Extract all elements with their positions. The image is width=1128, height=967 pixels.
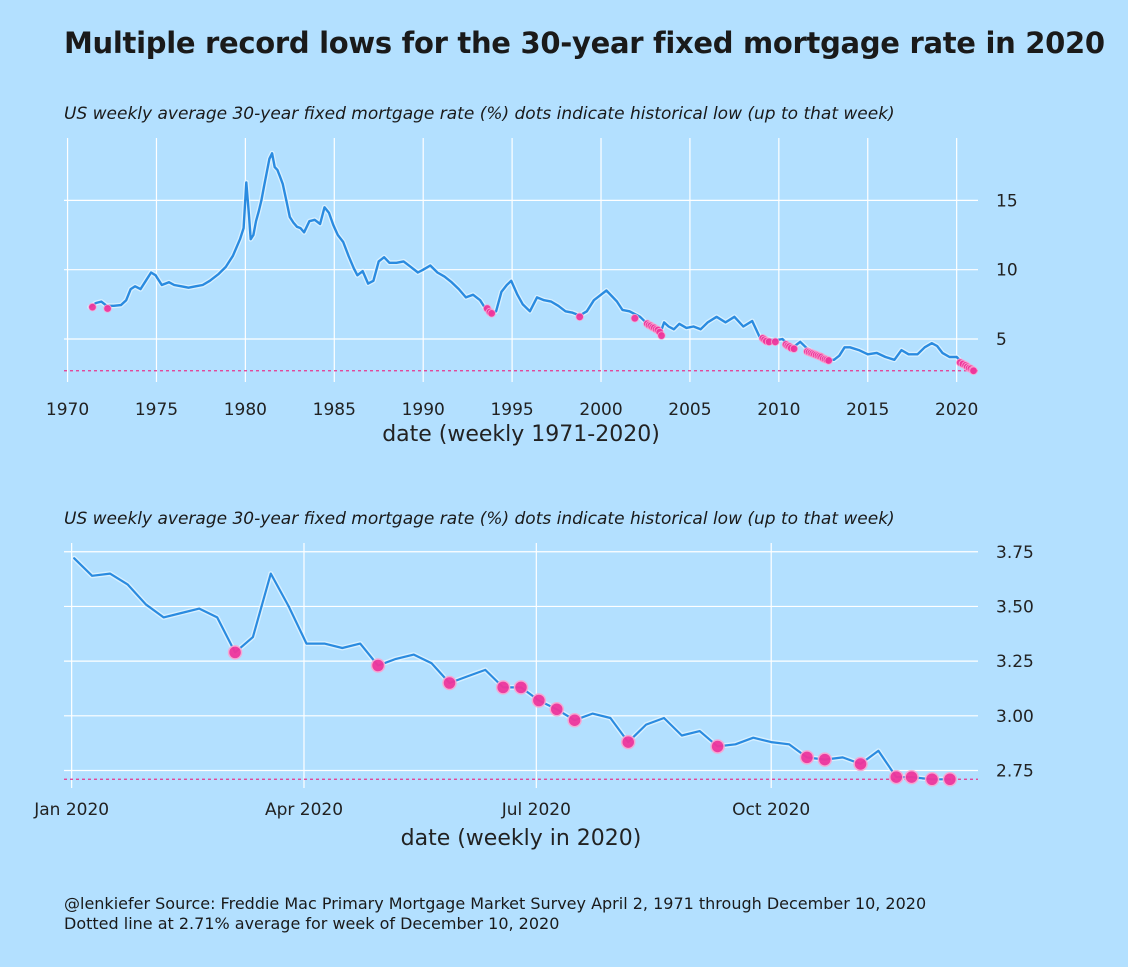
x-tick-label: 1975 bbox=[135, 400, 178, 420]
record-low-dot bbox=[630, 314, 640, 323]
chart1-subtitle: US weekly average 30-year fixed mortgage… bbox=[64, 104, 895, 124]
y-tick-label: 15 bbox=[996, 191, 1018, 211]
y-tick-label: 2.75 bbox=[996, 762, 1034, 782]
x-tick-label: 1995 bbox=[490, 400, 533, 420]
x-tick-label: 2005 bbox=[668, 400, 711, 420]
y-tick-label: 3.25 bbox=[996, 652, 1034, 672]
record-low-dot bbox=[904, 769, 919, 785]
x-tick-label: Jul 2020 bbox=[501, 800, 571, 820]
dotted-line-caption: Dotted line at 2.71% average for week of… bbox=[64, 914, 560, 933]
x-tick-label: Jan 2020 bbox=[33, 800, 109, 820]
x-tick-label: 2020 bbox=[935, 400, 978, 420]
record-low-dot bbox=[575, 312, 584, 322]
x-tick-label: 1970 bbox=[46, 400, 89, 420]
chart-title: Multiple record lows for the 30-year fix… bbox=[64, 26, 1105, 60]
record-low-dot bbox=[817, 752, 833, 767]
record-low-dot bbox=[103, 304, 112, 313]
record-low-dot bbox=[969, 366, 978, 375]
chart2-subtitle: US weekly average 30-year fixed mortgage… bbox=[64, 509, 895, 529]
record-low-dot bbox=[227, 645, 243, 660]
chart1-plot: 1970 1975 1980 1985 1990 1995 2000 2005 2010 2015… bbox=[46, 138, 1018, 447]
record-low-dot bbox=[442, 675, 457, 691]
x-tick-label: Oct 2020 bbox=[732, 800, 810, 820]
y-tick-label: 3.75 bbox=[996, 543, 1034, 563]
y-tick-label: 10 bbox=[996, 261, 1018, 281]
record-low-dot bbox=[657, 331, 666, 340]
record-low-dot bbox=[771, 337, 780, 346]
x-tick-label: 2000 bbox=[579, 400, 622, 420]
x-tick-label: 2010 bbox=[757, 400, 800, 420]
record-low-dot bbox=[487, 309, 496, 318]
record-low-dot bbox=[789, 344, 799, 353]
x-tick-label: Apr 2020 bbox=[265, 800, 343, 820]
x-axis-title: date (weekly 1971-2020) bbox=[382, 422, 660, 447]
source-caption: @lenkiefer Source: Freddie Mac Primary M… bbox=[64, 894, 927, 913]
record-low-dot bbox=[824, 356, 833, 365]
record-low-dot bbox=[799, 750, 815, 765]
x-tick-label: 1985 bbox=[313, 400, 356, 420]
record-low-dot bbox=[889, 769, 904, 785]
series-line bbox=[73, 557, 952, 781]
record-low-dot bbox=[88, 302, 97, 312]
chart2-plot: Jan 2020 Apr 2020 Jul 2020 Oct 2020 2.75 3.00… bbox=[33, 543, 1034, 851]
y-tick-label: 5 bbox=[996, 330, 1007, 350]
record-low-dot bbox=[567, 712, 582, 728]
record-low-dot bbox=[513, 680, 529, 695]
series-line-glow bbox=[71, 555, 953, 782]
x-tick-label: 1990 bbox=[402, 400, 445, 420]
record-low-dot bbox=[531, 693, 547, 708]
record-low-dot bbox=[853, 756, 868, 772]
y-tick-label: 3.00 bbox=[996, 707, 1034, 727]
x-axis-title: date (weekly in 2020) bbox=[401, 826, 642, 851]
y-tick-label: 3.50 bbox=[996, 597, 1034, 617]
record-low-dot bbox=[710, 739, 725, 754]
series-line bbox=[88, 152, 975, 372]
record-low-dot bbox=[620, 734, 636, 750]
x-tick-label: 1980 bbox=[224, 400, 267, 420]
record-low-dot bbox=[495, 680, 511, 695]
record-low-dot bbox=[942, 772, 958, 787]
x-tick-label: 2015 bbox=[846, 400, 889, 420]
record-low-dot bbox=[549, 702, 564, 717]
record-low-dot bbox=[924, 772, 940, 787]
record-low-dot bbox=[370, 658, 386, 673]
